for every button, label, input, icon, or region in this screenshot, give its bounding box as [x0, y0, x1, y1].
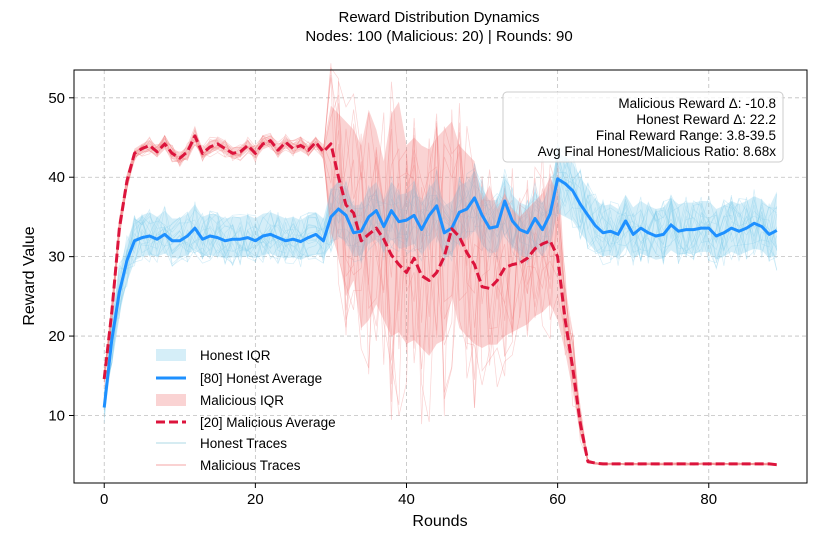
chart-title: Reward Distribution Dynamics [339, 9, 540, 26]
x-tick-label: 0 [100, 491, 108, 508]
honest-trace [103, 149, 778, 423]
iqr-bands [104, 101, 777, 466]
legend-label-malicious-average: [20] Malicious Average [200, 415, 336, 430]
honest-trace [103, 148, 777, 393]
annotation-reward-range: Final Reward Range: 3.8-39.5 [596, 128, 776, 143]
annotation-box: Malicious Reward Δ: -10.8 Honest Reward … [502, 91, 784, 163]
y-tick-label: 10 [48, 407, 65, 424]
x-tick-label: 20 [247, 491, 264, 508]
x-tick-label: 80 [700, 491, 717, 508]
average-lines [102, 134, 778, 467]
honest-trace [103, 178, 778, 396]
axis-ticks: 0 20 40 60 80 10 20 30 40 50 [48, 90, 717, 508]
legend-label-honest-average: [80] Honest Average [200, 371, 322, 386]
honest-average-line [102, 177, 778, 408]
annotation-malicious-delta: Malicious Reward Δ: -10.8 [618, 96, 776, 111]
malicious-iqr-band [104, 101, 777, 466]
y-tick-label: 40 [48, 169, 65, 186]
annotation-ratio: Avg Final Honest/Malicious Ratio: 8.68x [538, 144, 777, 159]
honest-trace [103, 153, 778, 397]
honest-trace [103, 172, 778, 398]
legend-label-honest-traces: Honest Traces [200, 436, 287, 451]
legend: Honest IQR [80] Honest Average Malicious… [156, 348, 336, 473]
legend-swatch-honest-iqr [156, 349, 186, 361]
legend-swatch-malicious-iqr [156, 394, 186, 406]
annotation-honest-delta: Honest Reward Δ: 22.2 [636, 112, 776, 127]
x-tick-label: 40 [398, 491, 415, 508]
honest-trace [103, 144, 777, 394]
honest-trace [103, 169, 778, 395]
honest-trace [103, 143, 778, 414]
honest-trace [103, 159, 778, 415]
honest-trace [103, 163, 778, 403]
chart-subtitle: Nodes: 100 (Malicious: 20) | Rounds: 90 [305, 28, 572, 45]
y-tick-label: 30 [48, 249, 65, 266]
legend-label-malicious-traces: Malicious Traces [200, 458, 301, 473]
x-axis-label: Rounds [412, 513, 467, 530]
honest-iqr-band [104, 153, 777, 420]
legend-label-malicious-iqr: Malicious IQR [200, 393, 284, 408]
legend-label-honest-iqr: Honest IQR [200, 348, 271, 363]
y-tick-label: 20 [48, 328, 65, 345]
annotation-box-frame [502, 91, 784, 163]
y-tick-label: 50 [48, 90, 65, 107]
plot-frame [73, 69, 808, 484]
x-tick-label: 60 [549, 491, 566, 508]
y-axis-label: Reward Value [21, 226, 38, 325]
malicious-average-line [102, 134, 777, 467]
